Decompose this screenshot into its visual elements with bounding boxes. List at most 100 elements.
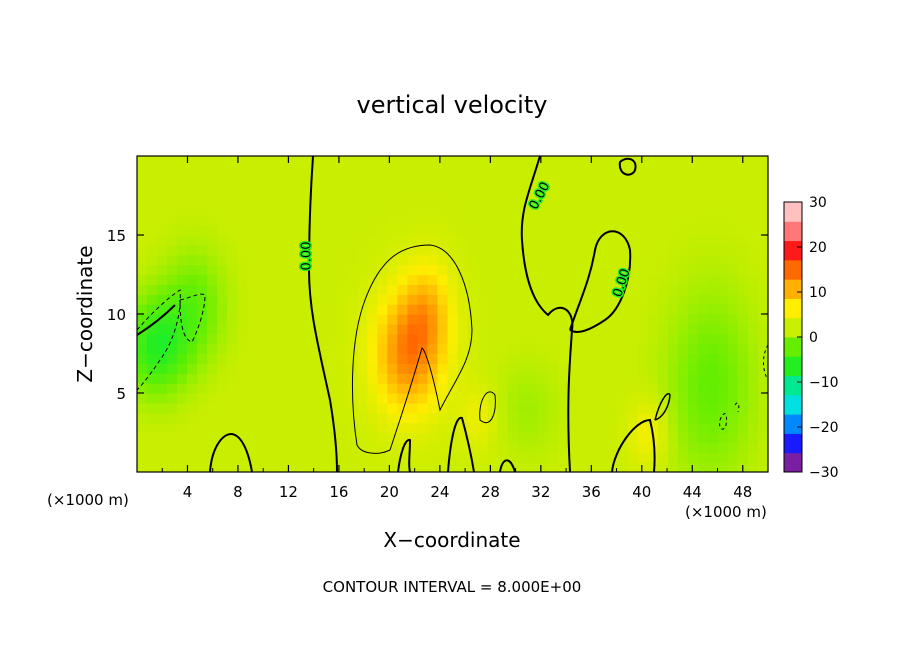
heatmap-cell — [717, 215, 729, 226]
heatmap-cell — [177, 156, 188, 167]
heatmap-cell — [577, 432, 589, 443]
heatmap-cell — [427, 274, 439, 285]
heatmap-cell — [137, 215, 148, 226]
heatmap-cell — [527, 244, 539, 256]
heatmap-cell — [747, 175, 759, 187]
heatmap-cell — [657, 323, 669, 335]
heatmap-cell — [387, 215, 399, 226]
heatmap-cell — [377, 442, 388, 453]
heatmap-cell — [637, 294, 649, 305]
heatmap-cell — [217, 393, 228, 404]
heatmap-cell — [277, 363, 288, 374]
heatmap-cell — [477, 294, 489, 305]
heatmap-cell — [297, 343, 308, 355]
heatmap-cell — [577, 402, 589, 414]
heatmap-cell — [737, 165, 749, 177]
heatmap-cell — [237, 343, 248, 355]
heatmap-cell — [207, 353, 218, 364]
heatmap-cell — [757, 225, 768, 236]
heatmap-cell — [237, 254, 248, 266]
heatmap-cell — [197, 244, 208, 256]
heatmap-cell — [177, 205, 188, 216]
heatmap-cell — [747, 274, 759, 285]
heatmap-cell — [347, 314, 358, 325]
heatmap-cell — [277, 422, 288, 434]
heatmap-cell — [487, 244, 499, 256]
heatmap-cell — [307, 422, 318, 434]
heatmap-cell — [707, 215, 719, 226]
heatmap-cell — [187, 383, 198, 394]
heatmap-cell — [717, 383, 729, 394]
heatmap-cell — [507, 412, 519, 424]
heatmap-cell — [467, 235, 479, 246]
heatmap-cell — [477, 254, 489, 266]
heatmap-cell — [567, 343, 579, 355]
heatmap-cell — [487, 422, 499, 434]
heatmap-cell — [587, 333, 599, 345]
heatmap-cell — [677, 462, 689, 472]
heatmap-cell — [487, 333, 499, 345]
heatmap-cell — [597, 452, 609, 463]
heatmap-cell — [217, 314, 228, 325]
heatmap-cell — [227, 442, 238, 453]
heatmap-cell — [457, 314, 469, 325]
heatmap-cell — [147, 195, 158, 206]
heatmap-cell — [577, 254, 589, 266]
heatmap-cell — [507, 432, 519, 443]
heatmap-cell — [517, 165, 529, 177]
heatmap-cell — [497, 333, 509, 345]
heatmap-cell — [717, 393, 729, 404]
heatmap-cell — [537, 363, 549, 374]
heatmap-cell — [177, 274, 188, 285]
heatmap-cell — [147, 442, 158, 453]
heatmap-cell — [277, 343, 288, 355]
heatmap-cell — [607, 412, 619, 424]
heatmap-cell — [167, 284, 178, 295]
heatmap-cell — [427, 304, 439, 315]
heatmap-cell — [307, 353, 318, 364]
heatmap-cell — [577, 156, 589, 167]
heatmap-cell — [707, 185, 719, 197]
heatmap-cell — [587, 284, 599, 295]
heatmap-cell — [427, 235, 439, 246]
heatmap-cell — [747, 363, 759, 374]
heatmap-cell — [417, 284, 429, 295]
contour-bottom-5 — [654, 393, 671, 421]
heatmap-cell — [587, 343, 599, 355]
heatmap-cell — [227, 304, 238, 315]
heatmap-cell — [697, 244, 709, 256]
heatmap-cell — [407, 442, 419, 453]
colorbar-tick-label: 30 — [809, 195, 827, 211]
heatmap-cell — [407, 235, 419, 246]
heatmap-cell — [747, 314, 759, 325]
heatmap-cell — [477, 383, 489, 394]
heatmap-cell — [207, 254, 218, 266]
heatmap-cell — [387, 323, 399, 335]
heatmap-cell — [627, 442, 639, 453]
heatmap-cell — [757, 254, 768, 266]
heatmap-cell — [597, 422, 609, 434]
heatmap-cell — [247, 314, 258, 325]
heatmap-cell — [487, 393, 499, 404]
heatmap-cell — [527, 294, 539, 305]
heatmap-cell — [337, 462, 348, 472]
heatmap-cell — [517, 156, 529, 167]
heatmap-cell — [527, 205, 539, 216]
heatmap-cell — [217, 215, 228, 226]
heatmap-cell — [197, 205, 208, 216]
x-tick-label: 40 — [632, 483, 651, 501]
heatmap-cell — [427, 462, 439, 472]
heatmap-cell — [297, 393, 308, 404]
heatmap-cell — [437, 432, 449, 443]
heatmap-cell — [447, 323, 459, 335]
colorbar-tick-label: −20 — [809, 420, 839, 436]
heatmap-cell — [687, 383, 699, 394]
heatmap-cell — [167, 462, 178, 472]
heatmap-cell — [567, 156, 579, 167]
heatmap-cell — [177, 432, 188, 443]
heatmap-cell — [367, 244, 378, 256]
heatmap-cell — [267, 363, 278, 374]
heatmap-cell — [567, 442, 579, 453]
heatmap-cell — [177, 402, 188, 414]
heatmap-cell — [727, 225, 739, 236]
